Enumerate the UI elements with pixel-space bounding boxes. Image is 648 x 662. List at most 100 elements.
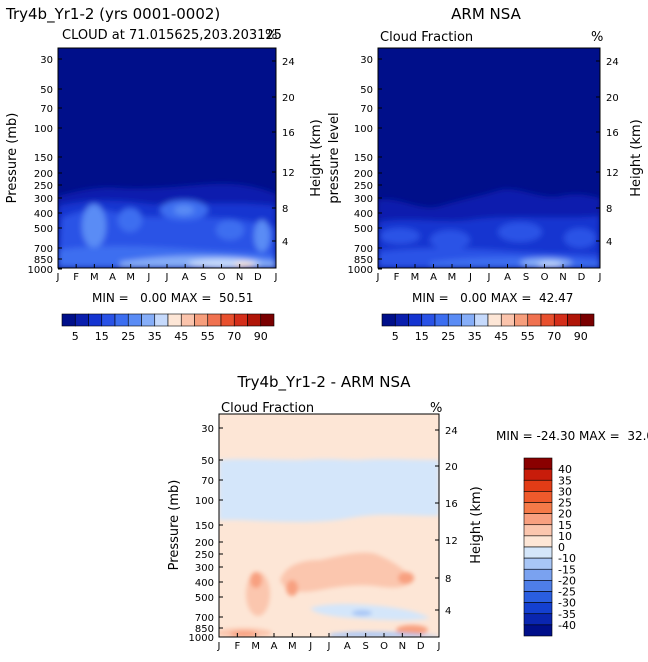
colorbar-label: 40 [558,463,572,476]
x-tick-label: D [578,272,586,283]
y-tick-label: 850 [195,624,214,635]
panel1-field [58,48,276,268]
y-tick-label: 700 [195,613,214,624]
x-tick-label: F [73,272,79,283]
x-tick-label: M [411,272,420,283]
colorbar-label: 5 [72,330,79,343]
x-tick-label: M [90,272,99,283]
panel2-ylabel-right: Height (km) [629,119,644,196]
panel-observation: ARM NSA Cloud Fraction % pressure level … [327,5,644,305]
colorbar-swatch [260,313,275,327]
y-tick-label: 400 [195,578,214,589]
height-tick-label: 16 [282,128,295,139]
y-tick-label: 70 [40,104,53,115]
y-tick-label: 400 [34,209,53,220]
colorbar-label: 30 [558,485,572,498]
colorbar-swatch [421,313,436,327]
x-tick-label: A [504,272,511,283]
x-tick-label: M [448,272,457,283]
colorbar-label: -35 [558,608,576,621]
y-tick-label: 1000 [348,265,373,276]
colorbar-label: 20 [558,508,572,521]
y-tick-label: 50 [40,85,53,96]
colorbar-swatch [474,313,489,327]
colorbar-label: 35 [148,330,162,343]
x-tick-label: A [344,641,351,652]
colorbar-swatch [580,313,595,327]
colorbar-label: 15 [95,330,109,343]
colorbar-label: 90 [574,330,588,343]
panel3-subtitle: Cloud Fraction [221,401,314,416]
y-tick-label: 30 [201,424,214,435]
colorbar-swatch [233,313,248,327]
colorbar-swatch [381,313,396,327]
y-tick-label: 70 [201,476,214,487]
height-tick-label: 24 [606,57,619,68]
x-tick-label: A [182,272,189,283]
x-tick-label: J [376,272,380,283]
colorbar-swatch [447,313,462,327]
height-tick-label: 12 [445,536,458,547]
x-tick-label: S [200,272,206,283]
colorbar-swatch [247,313,262,327]
panel-model: Try4b_Yr1-2 (yrs 0001-0002) CLOUD at 71.… [5,5,324,305]
colorbar-swatch [514,313,529,327]
panel2-stats: MIN = 0.00 MAX = 42.47 [412,291,573,305]
panel1-ylabel-right: Height (km) [309,119,324,196]
colorbar-swatch [461,313,476,327]
y-tick-label: 850 [354,255,373,266]
colorbar-label: 25 [121,330,135,343]
panel3-title: Try4b_Yr1-2 - ARM NSA [236,373,411,392]
panel3-unit: % [430,401,442,416]
colorbar-swatch [523,602,553,615]
x-tick-label: J [487,272,491,283]
y-tick-label: 70 [360,104,373,115]
panel2-title: ARM NSA [451,5,521,23]
y-tick-label: 50 [360,85,373,96]
y-tick-label: 30 [40,55,53,66]
panel2-subtitle: Cloud Fraction [380,30,473,45]
x-tick-label: O [218,272,226,283]
colorbar-swatch [523,624,553,637]
y-tick-label: 500 [354,224,373,235]
x-tick-label: O [541,272,549,283]
y-tick-label: 50 [201,456,214,467]
y-tick-label: 30 [360,55,373,66]
colorbar-swatch [154,313,169,327]
y-tick-label: 150 [34,153,53,164]
x-tick-label: N [559,272,566,283]
x-tick-label: N [236,272,243,283]
panel1-unit: % [265,28,277,43]
y-tick-label: 100 [34,124,53,135]
colorbar-swatch [141,313,156,327]
x-tick-label: M [126,272,135,283]
colorbar-swatch [114,313,129,327]
x-tick-label: F [394,272,400,283]
y-tick-label: 1000 [28,265,53,276]
x-tick-label: O [380,641,388,652]
x-tick-label: J [327,641,331,652]
colorbar-label: 45 [174,330,188,343]
y-tick-label: 200 [354,169,373,180]
colorbar-swatch [194,313,209,327]
x-tick-label: J [308,641,312,652]
colorbar-swatch [523,568,553,581]
height-tick-label: 20 [282,93,295,104]
colorbar-swatch [487,313,502,327]
panel1-stats: MIN = 0.00 MAX = 50.51 [92,291,253,305]
panel3-ylabel-right: Height (km) [469,486,484,563]
panel1-title: Try4b_Yr1-2 (yrs 0001-0002) [5,5,220,24]
panel2-field [378,48,600,268]
y-tick-label: 500 [195,593,214,604]
height-tick-label: 8 [606,204,612,215]
colorbar-label: 5 [392,330,399,343]
colorbar-label: 55 [521,330,535,343]
colorbar-swatch [523,613,553,626]
y-tick-label: 250 [34,181,53,192]
panel2-unit: % [591,30,603,45]
panel3-ylabel: Pressure (mb) [167,480,182,571]
colorbar-label: 15 [558,519,572,532]
height-tick-label: 4 [282,237,288,248]
x-tick-label: F [234,641,240,652]
